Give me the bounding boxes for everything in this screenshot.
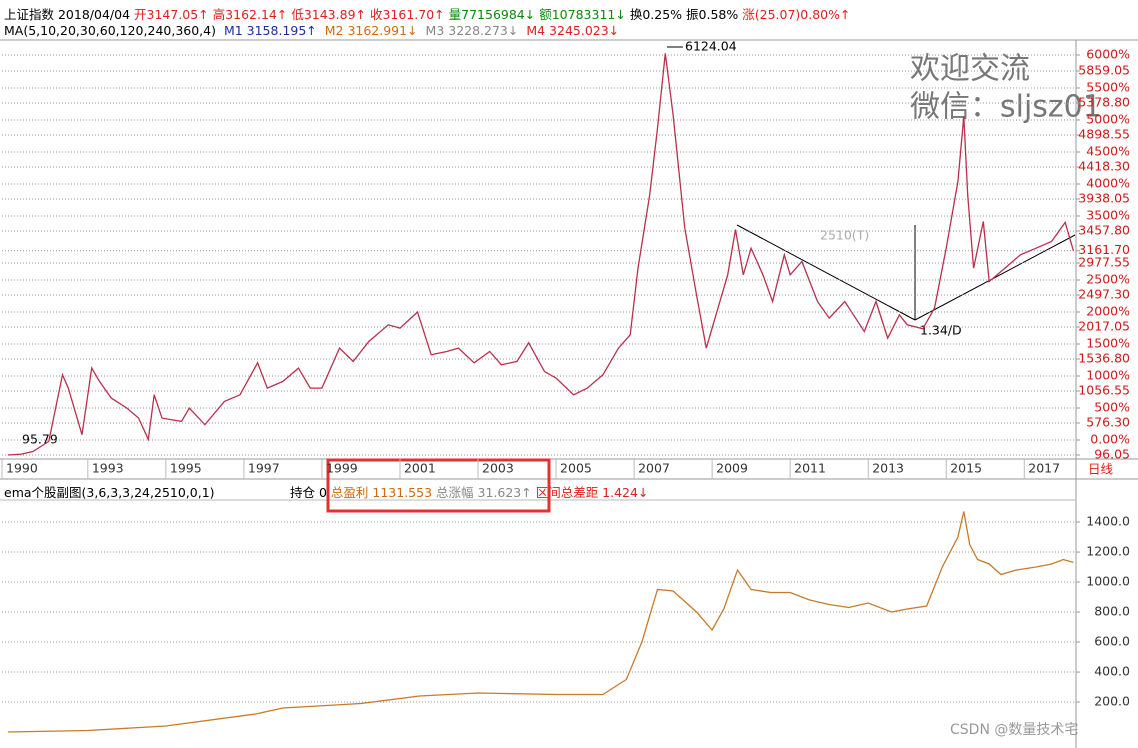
annotation: 2510(T) [820, 228, 869, 243]
y-tick-label: 4500% [1086, 144, 1130, 159]
ma-bar: MA(5,10,20,30,60,120,240,360,4) M1 3158.… [4, 23, 619, 38]
y-tick-label: 3161.70 [1078, 242, 1130, 257]
ma-value: M1 3158.195↑ [223, 23, 317, 38]
y-tick-label: 1000% [1086, 367, 1130, 382]
y-tick-label: 4000% [1086, 175, 1130, 190]
x-tick-label: 2015 [950, 461, 982, 476]
watermark: 微信：sljsz01 [910, 90, 1102, 125]
y-tick-label: 2497.30 [1078, 286, 1130, 301]
y-tick-label: 600.0 [1094, 634, 1130, 649]
turnover: 换0.25% [629, 7, 683, 22]
y-tick-label: 576.30 [1086, 414, 1130, 429]
amplitude: 振0.58% [686, 7, 739, 22]
trend-line [736, 224, 916, 321]
profit: 总盈利 1131.553 [330, 485, 433, 500]
x-tick-label: 1997 [248, 461, 280, 476]
x-tick-label: 1990 [6, 461, 38, 476]
y-tick-label: 96.05 [1094, 446, 1130, 461]
y-tick-label: 6000% [1086, 46, 1130, 61]
indicator-params: ema个股副图(3,6,3,3,24,2510,0,1) [4, 485, 215, 500]
low: 低3143.89↑ [291, 7, 366, 22]
ma-value: M4 3245.023↓ [526, 23, 620, 38]
x-tick-label: 2003 [482, 461, 514, 476]
y-tick-label: 1056.55 [1078, 382, 1130, 397]
y-tick-label: 5500% [1086, 79, 1130, 94]
watermark: 欢迎交流 [910, 52, 1030, 87]
volume: 量77156984↓ [448, 7, 536, 22]
series-line [7, 511, 1074, 733]
y-tick-label: 1400.0 [1086, 514, 1130, 529]
y-tick-label: 400.0 [1094, 664, 1130, 679]
series-line [7, 53, 1075, 456]
y-tick-label: 3457.80 [1078, 222, 1130, 237]
amount: 额10783311↓ [539, 7, 626, 22]
gain: 总涨幅 31.623↑ [436, 485, 532, 500]
x-tick-label: 2005 [560, 461, 592, 476]
period-label: 日线 [1088, 462, 1114, 477]
annotation: 6124.04 [685, 39, 737, 54]
ma-params: MA(5,10,20,30,60,120,240,360,4) [4, 23, 216, 38]
annotation: 95.79 [22, 432, 58, 447]
quote-bar: 上证指数 2018/04/04 开3147.05↑ 高3162.14↑ 低314… [4, 4, 850, 23]
y-tick-label: 4418.30 [1078, 158, 1130, 173]
x-tick-label: 2013 [872, 461, 904, 476]
annotation: 1.34/D [920, 323, 962, 338]
x-tick-label: 2011 [794, 461, 826, 476]
x-tick-label: 2007 [638, 461, 670, 476]
close: 收3161.70↑ [369, 7, 445, 22]
x-tick-label: 2009 [716, 461, 748, 476]
gap: 区间总差距 1.424↓ [535, 485, 649, 500]
y-tick-label: 800.0 [1094, 604, 1130, 619]
y-tick-label: 5859.05 [1078, 62, 1130, 77]
y-tick-label: 1200.0 [1086, 544, 1130, 559]
y-tick-label: 1000.0 [1086, 574, 1130, 589]
y-tick-label: 2000% [1086, 304, 1130, 319]
y-tick-label: 2017.05 [1078, 318, 1130, 333]
y-tick-label: 5000% [1086, 111, 1130, 126]
change: 涨(25.07)0.80%↑ [742, 7, 851, 22]
x-tick-label: 2017 [1028, 461, 1060, 476]
x-tick-label: 1999 [326, 461, 358, 476]
y-tick-label: 0.00% [1090, 432, 1130, 447]
x-tick-label: 2001 [404, 461, 436, 476]
y-tick-label: 1500% [1086, 335, 1130, 350]
ma-value: M2 3162.991↓ [324, 23, 418, 38]
x-tick-label: 1995 [170, 461, 202, 476]
y-tick-label: 3938.05 [1078, 190, 1130, 205]
ma-value: M3 3228.273↓ [425, 23, 519, 38]
sub-header: ema个股副图(3,6,3,3,24,2510,0,1) [4, 482, 215, 501]
trend-line [914, 234, 1076, 321]
footer-watermark: CSDN @数量技术宅 [950, 722, 1078, 738]
x-tick-label: 1993 [92, 461, 124, 476]
y-tick-label: 500% [1094, 400, 1130, 415]
highlight-box [326, 458, 551, 513]
y-tick-label: 2977.55 [1078, 254, 1130, 269]
y-tick-label: 3500% [1086, 207, 1130, 222]
position: 持仓 0 [290, 485, 327, 500]
sub-stats: 持仓 0 总盈利 1131.553 总涨幅 31.623↑ 区间总差距 1.42… [290, 482, 648, 501]
y-tick-label: 2500% [1086, 272, 1130, 287]
y-tick-label: 5378.80 [1078, 94, 1130, 109]
y-tick-label: 200.0 [1094, 694, 1130, 709]
y-tick-label: 4898.55 [1078, 126, 1130, 141]
symbol: 上证指数 2018/04/04 [4, 7, 131, 22]
y-tick-label: 1536.80 [1078, 350, 1130, 365]
high: 高3162.14↑ [212, 7, 288, 22]
open: 开3147.05↑ [134, 7, 209, 22]
